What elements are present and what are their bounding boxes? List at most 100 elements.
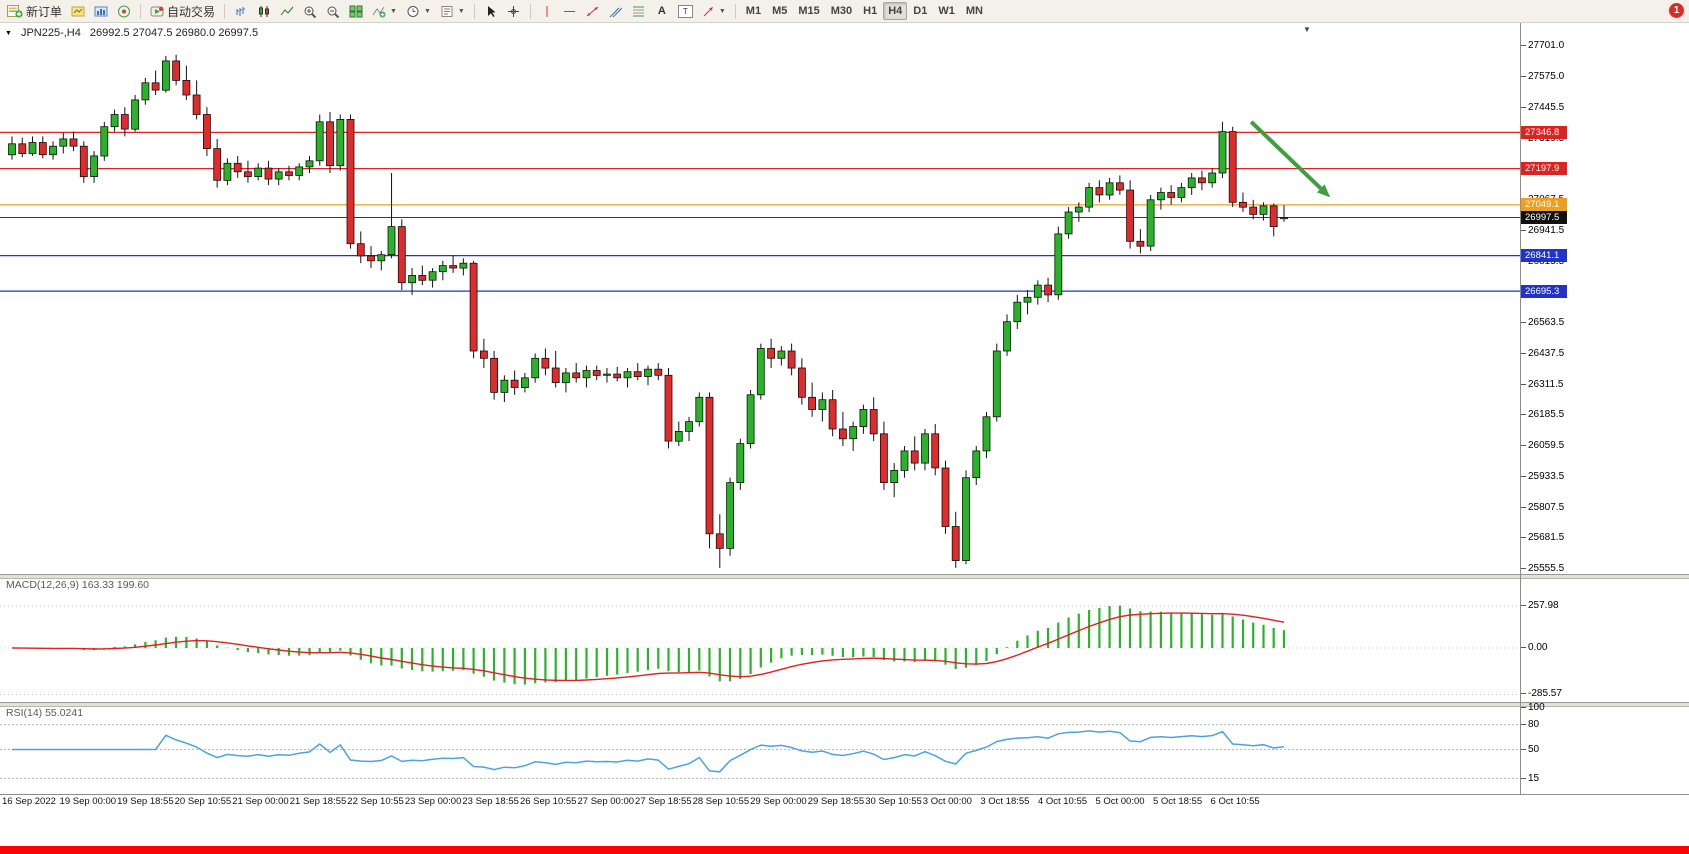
text-label-icon: T (677, 4, 693, 18)
rsi-indicator[interactable] (0, 705, 1520, 794)
price-axis-label: 25555.5 (1520, 563, 1565, 574)
new-order-label: 新订单 (26, 4, 63, 19)
timeframe-M5-button[interactable]: M5 (767, 2, 792, 20)
timeframe-D1-button[interactable]: D1 (908, 2, 932, 20)
macd-axis-label: -285.57 (1521, 688, 1562, 700)
market-watch-icon (94, 5, 108, 18)
crosshair-button[interactable] (503, 1, 525, 21)
text-label-button[interactable]: T (674, 1, 697, 21)
time-axis-label: 20 Sep 10:55 (174, 796, 232, 807)
trendline-button[interactable] (582, 1, 604, 21)
chart-symbol-period: JPN225-,H4 (20, 27, 81, 39)
periods-button[interactable]: ▼ (402, 1, 435, 21)
time-axis-label: 30 Sep 10:55 (865, 796, 922, 807)
time-axis-label: 21 Sep 18:55 (289, 796, 347, 807)
vertical-line-button[interactable] (536, 1, 558, 21)
timeframe-H1-button[interactable]: H1 (858, 2, 882, 20)
autotrading-button[interactable]: 自动交易 (146, 1, 219, 21)
zoom-in-button[interactable] (299, 1, 321, 21)
chart-shift-marker[interactable]: ▼ (1303, 25, 1311, 34)
price-line-badge: 27346.8 (1521, 125, 1567, 139)
chart-title: ▼ JPN225-,H4 26992.5 27047.5 26980.0 269… (5, 27, 258, 39)
candlestick-chart[interactable] (0, 23, 1520, 575)
notification-badge[interactable]: 1 (1669, 3, 1684, 18)
chevron-down-icon: ▼ (718, 7, 726, 15)
time-axis-label: 22 Sep 10:55 (347, 796, 404, 807)
arrows-button[interactable]: ▼ (698, 1, 730, 21)
rsi-label: RSI(14) 55.0241 (6, 707, 84, 719)
timeframe-H4-button[interactable]: H4 (883, 2, 908, 20)
chart-window: ▼ JPN225-,H4 26992.5 27047.5 26980.0 269… (0, 22, 1689, 854)
toolbar-separator (734, 3, 736, 19)
navigator-button[interactable] (113, 1, 135, 21)
timeframe-MN-button[interactable]: MN (961, 2, 988, 20)
text-tool-button[interactable]: A (651, 1, 673, 21)
metaeditor-button[interactable] (67, 1, 89, 21)
arrow-tool-icon (702, 5, 715, 18)
cursor-icon (485, 5, 497, 18)
navigator-icon (117, 5, 131, 18)
line-chart-button[interactable] (276, 1, 298, 21)
chevron-down-icon: ▼ (423, 7, 431, 15)
price-axis-label: 27445.5 (1520, 102, 1565, 114)
time-axis-label: 5 Oct 00:00 (1095, 796, 1145, 807)
templates-icon (440, 5, 454, 18)
channel-icon (609, 5, 623, 18)
fibonacci-button[interactable] (628, 1, 650, 21)
price-axis-label: 26941.5 (1520, 225, 1565, 237)
templates-button[interactable]: ▼ (436, 1, 469, 21)
autotrading-icon (150, 5, 164, 18)
cursor-button[interactable] (480, 1, 502, 21)
time-axis-label: 26 Sep 10:55 (519, 796, 577, 807)
pane-splitter[interactable] (0, 574, 1689, 579)
vertical-line-icon (542, 5, 552, 18)
price-axis-label: 26563.5 (1520, 317, 1565, 329)
time-axis-label: 3 Oct 18:55 (980, 796, 1030, 807)
price-line-badge: 26841.1 (1521, 249, 1567, 263)
timeframe-M1-button[interactable]: M1 (741, 2, 766, 20)
time-axis-label: 27 Sep 00:00 (577, 796, 635, 807)
toolbar-separator (473, 3, 475, 19)
price-axis-label: 26437.5 (1520, 347, 1565, 359)
macd-indicator[interactable] (0, 577, 1520, 702)
new-order-button[interactable]: 新订单 (3, 1, 66, 21)
price-line-badge: 27197.9 (1521, 162, 1567, 176)
trend-arrow (1249, 120, 1331, 198)
time-axis-label: 4 Oct 10:55 (1037, 796, 1088, 807)
candlestick-chart-button[interactable] (253, 1, 275, 21)
trendline-icon (586, 5, 599, 18)
rsi-axis-label: 80 (1520, 718, 1540, 730)
toolbar-separator (224, 3, 226, 19)
toolbar-separator (140, 3, 142, 19)
time-axis-label: 16 Sep 2022 (2, 796, 56, 807)
timeframe-W1-button[interactable]: W1 (933, 2, 960, 20)
pane-splitter[interactable] (0, 702, 1689, 707)
time-axis-label: 29 Sep 00:00 (750, 796, 807, 807)
price-axis-label: 25807.5 (1520, 501, 1565, 513)
tile-windows-button[interactable] (345, 1, 367, 21)
indicators-button[interactable]: ▼ (368, 1, 401, 21)
text-tool-icon: A (657, 5, 666, 17)
candles (8, 54, 1288, 568)
bottom-red-strip (0, 846, 1689, 854)
timeframe-M15-button[interactable]: M15 (793, 2, 824, 20)
price-axis-line (1520, 23, 1521, 794)
candlestick-chart-icon (257, 5, 271, 18)
macd-axis-label: 0.00 (1520, 642, 1548, 653)
time-axis-label: 19 Sep 18:55 (117, 796, 174, 807)
price-line-badge: 26997.5 (1521, 210, 1567, 224)
bar-chart-button[interactable] (230, 1, 252, 21)
market-watch-button[interactable] (90, 1, 112, 21)
time-axis-label: 23 Sep 00:00 (404, 796, 462, 807)
channel-button[interactable] (605, 1, 627, 21)
price-axis-label: 26311.5 (1520, 378, 1564, 390)
zoom-out-button[interactable] (322, 1, 344, 21)
time-axis-label: 3 Oct 00:00 (922, 796, 972, 807)
fibonacci-icon (632, 5, 645, 18)
rsi-axis-label: 50 (1520, 743, 1540, 755)
timeframe-M30-button[interactable]: M30 (826, 2, 857, 20)
horizontal-line-button[interactable] (559, 1, 581, 21)
price-line-badge: 27049.1 (1521, 198, 1567, 212)
price-axis-label: 26185.5 (1520, 409, 1565, 421)
chart-dropdown-icon[interactable]: ▼ (5, 29, 12, 37)
